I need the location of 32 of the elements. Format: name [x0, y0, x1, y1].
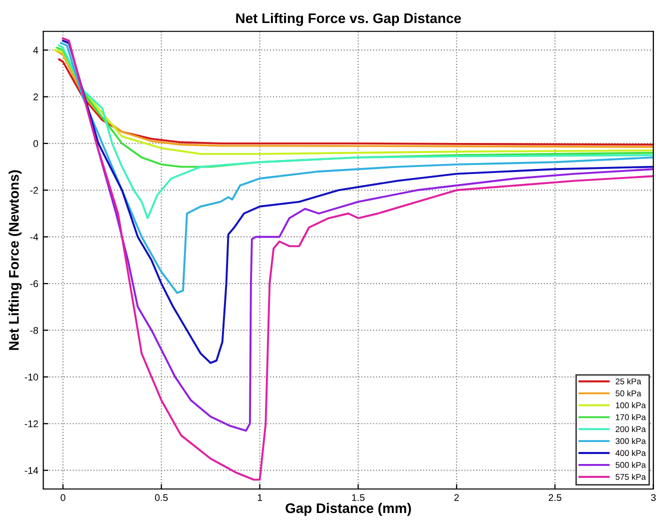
x-tick-label: 3: [651, 494, 656, 502]
line-series: [60, 42, 654, 294]
legend-label: 300 kPa: [616, 438, 646, 444]
y-tick-label: 0: [33, 140, 38, 148]
legend-label: 575 kPa: [616, 474, 646, 480]
legend-label: 400 kPa: [615, 450, 646, 456]
legend-label: 100 kPa: [616, 402, 646, 408]
legend-label: 170 kPa: [616, 414, 646, 420]
x-tick-label: 1: [258, 494, 262, 501]
x-tick-label: 0.5: [155, 494, 168, 502]
x-axis-title: Gap Distance (mm): [286, 502, 411, 516]
y-axis-title: Net Lifting Force (Newtons): [8, 170, 22, 350]
x-tick-label: 0: [60, 494, 66, 502]
x-tick-label: 2: [454, 494, 459, 501]
y-tick-label: 2: [34, 93, 38, 100]
x-tick-label: 2.5: [548, 494, 562, 502]
line-series: [58, 44, 654, 220]
legend-label: 25 kPa: [616, 378, 642, 384]
y-tick-label: 4: [33, 46, 38, 54]
legend-label: 200 kPa: [616, 426, 646, 432]
legend-label: 500 kPa: [616, 462, 646, 468]
y-tick-label: -14: [24, 467, 38, 474]
x-tick-label: 1.5: [352, 494, 365, 502]
y-tick-label: -4: [30, 234, 38, 240]
legend-label: 50 kPa: [616, 390, 642, 396]
chart-title: Net Lifting Force vs. Gap Distance: [236, 12, 461, 26]
line-series: [62, 40, 654, 364]
y-tick-label: -6: [30, 280, 38, 288]
y-tick-label: -2: [30, 186, 38, 194]
y-tick-label: -8: [30, 326, 38, 334]
y-tick-label: -10: [24, 374, 38, 381]
y-tick-label: -12: [24, 420, 38, 428]
